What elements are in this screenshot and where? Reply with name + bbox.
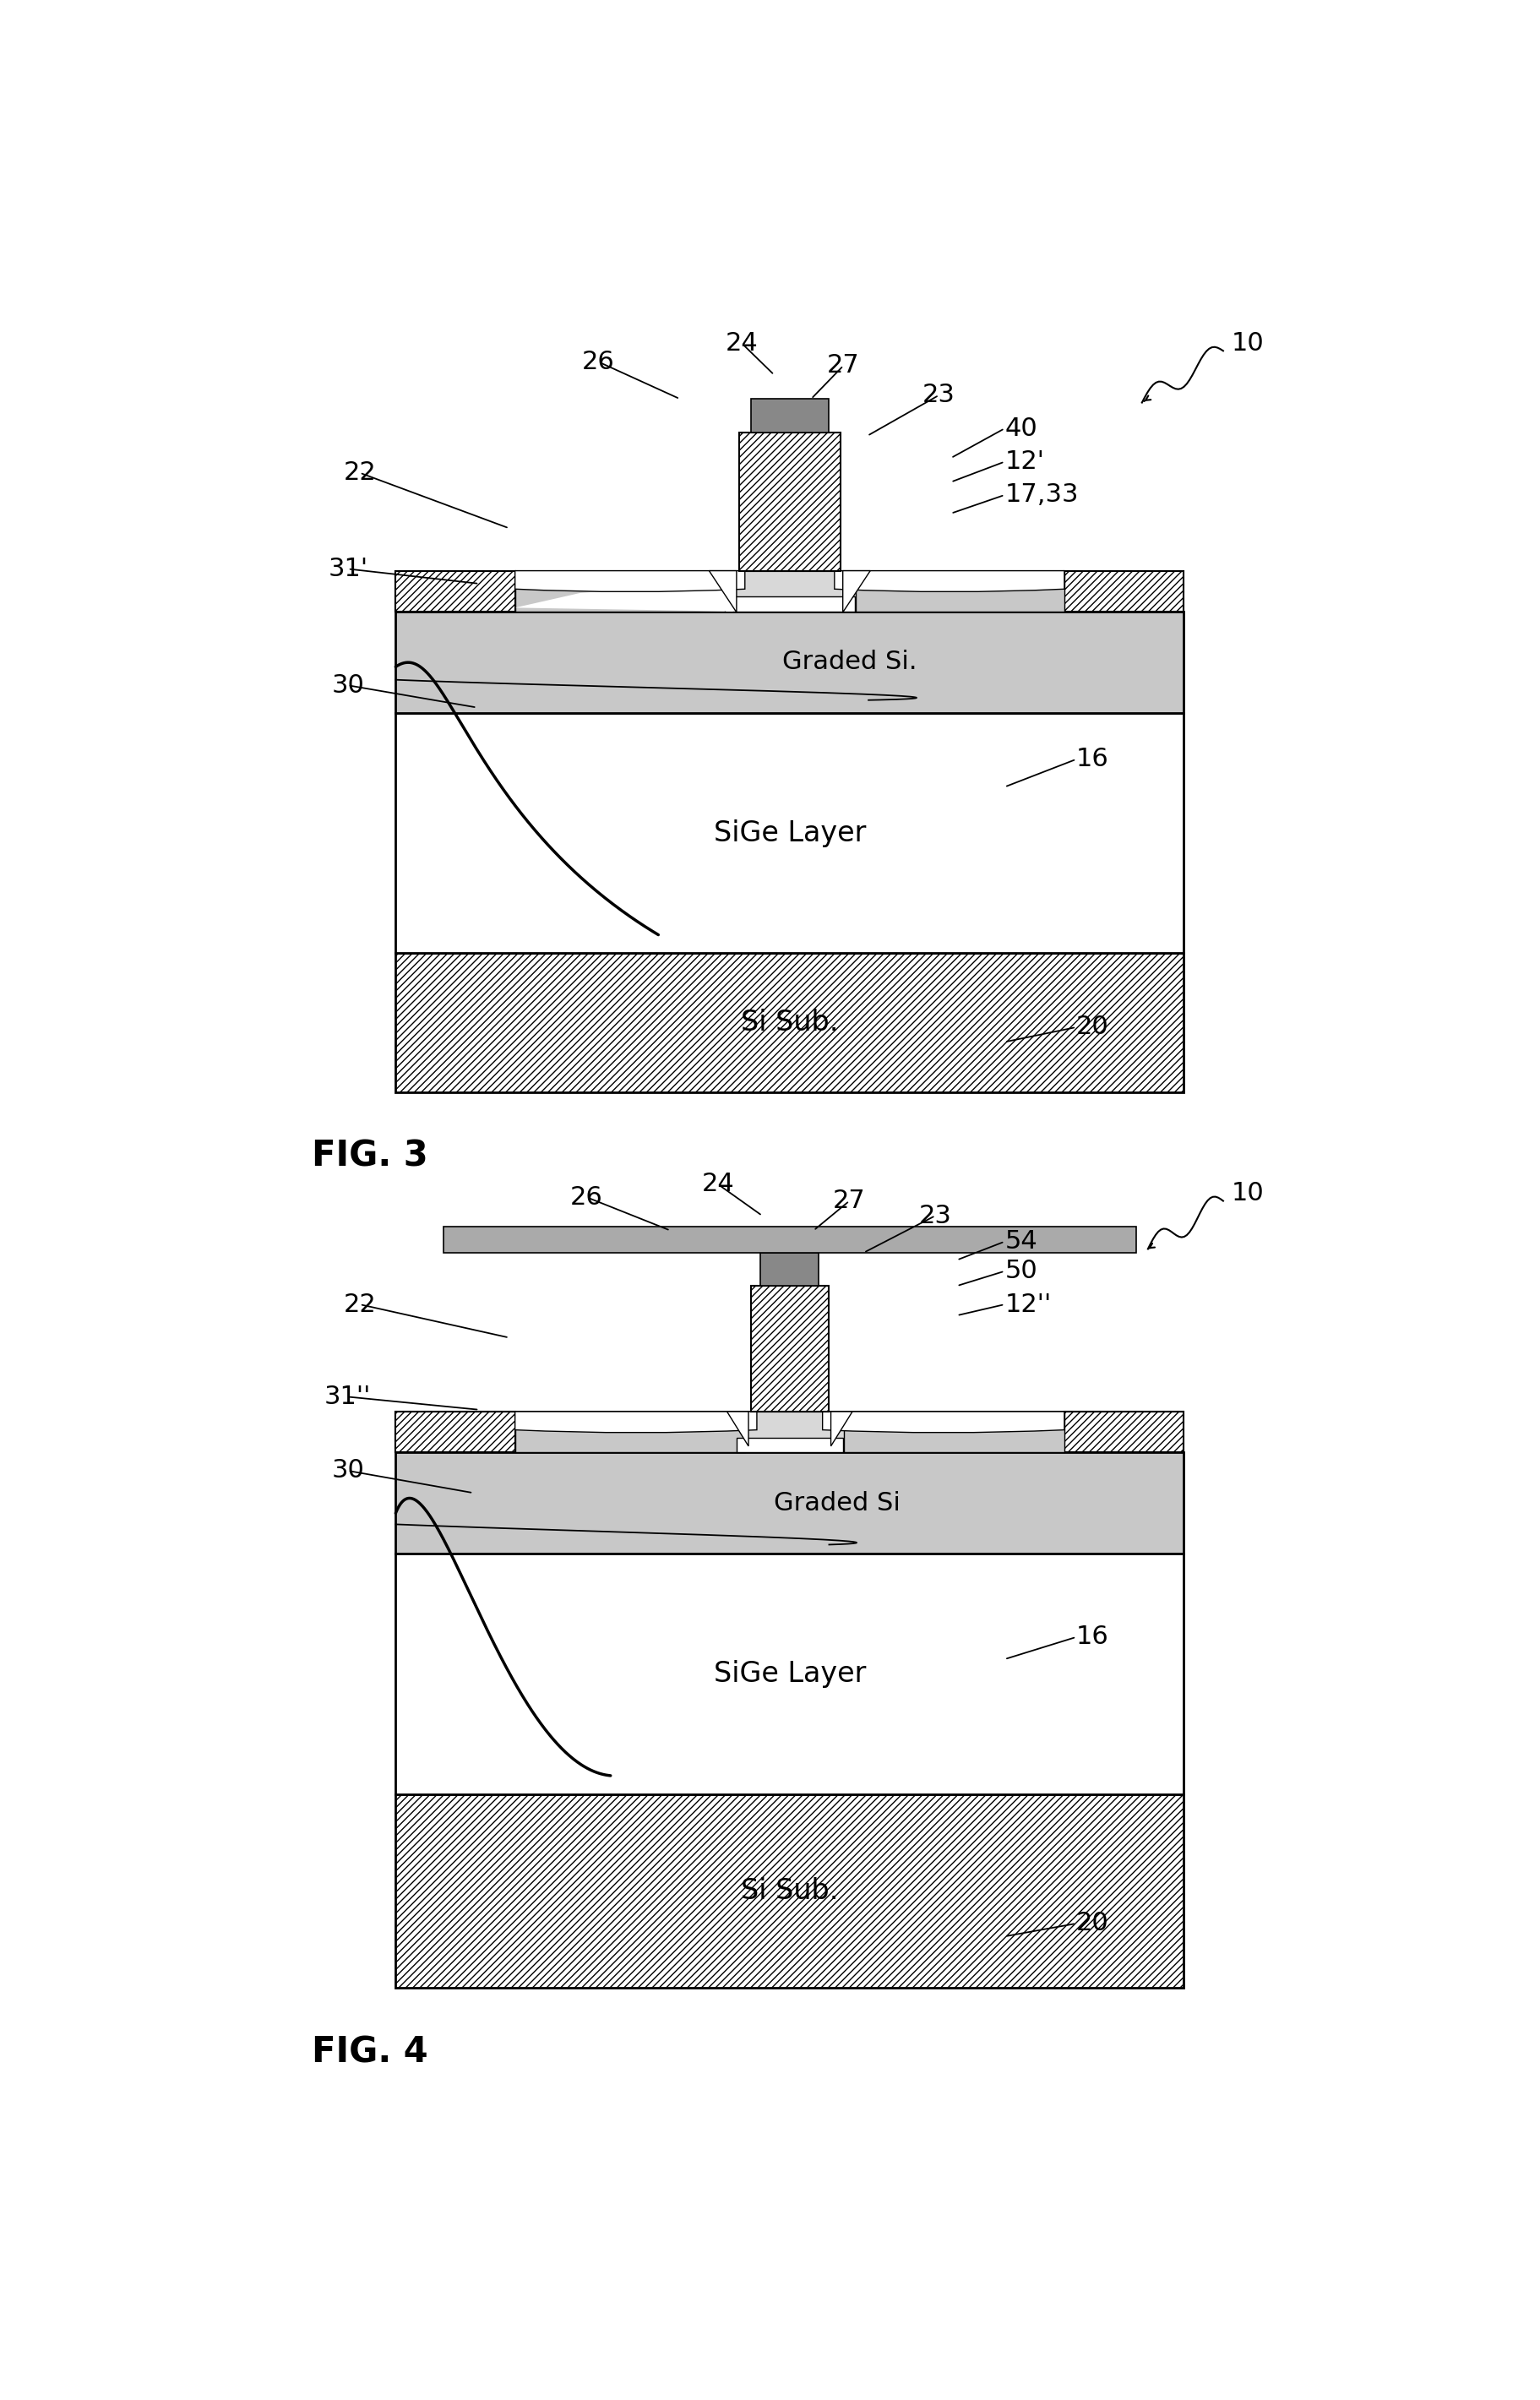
Text: 17,33: 17,33 [1004, 482, 1078, 506]
Text: FIG. 3: FIG. 3 [311, 1138, 428, 1174]
Bar [761, 1253, 818, 1286]
Text: Graded Si: Graded Si [773, 1490, 901, 1514]
Text: 24: 24 [701, 1171, 735, 1198]
Bar [750, 398, 829, 432]
Text: 30: 30 [331, 1459, 363, 1483]
Bar [444, 1226, 1135, 1253]
Text: 40: 40 [1004, 415, 1036, 442]
PathPatch shape [822, 1411, 1064, 1433]
Text: 27: 27 [833, 1188, 865, 1212]
Bar [396, 1553, 1183, 1795]
Text: 31'': 31'' [325, 1385, 371, 1409]
Text: 50: 50 [1004, 1260, 1036, 1284]
Bar [1064, 1411, 1183, 1452]
Text: FIG. 4: FIG. 4 [311, 2035, 428, 2069]
Bar [514, 1411, 744, 1452]
Text: 16: 16 [1075, 746, 1109, 770]
Text: 16: 16 [1075, 1625, 1109, 1649]
Bar [396, 1452, 1183, 1553]
Text: 22: 22 [343, 461, 376, 485]
Text: 26: 26 [582, 350, 614, 374]
Bar [396, 571, 1183, 612]
PathPatch shape [514, 571, 744, 593]
Text: 27: 27 [827, 353, 859, 377]
Text: 12': 12' [1004, 449, 1044, 473]
Bar [396, 953, 1183, 1092]
Bar [739, 432, 839, 571]
Text: 31': 31' [328, 557, 368, 581]
Polygon shape [727, 1411, 748, 1447]
Text: 20: 20 [1075, 1910, 1109, 1937]
Text: 12'': 12'' [1004, 1291, 1050, 1318]
Bar [396, 1795, 1183, 1987]
PathPatch shape [835, 571, 1064, 593]
Text: 10: 10 [1230, 331, 1263, 355]
Text: 23: 23 [918, 1202, 952, 1229]
Text: Si Sub.: Si Sub. [741, 1877, 838, 1906]
Bar [856, 571, 1064, 612]
Text: 20: 20 [1075, 1015, 1109, 1039]
PathPatch shape [514, 1411, 756, 1433]
Bar [750, 1286, 829, 1411]
Bar [396, 1411, 514, 1452]
Text: 23: 23 [922, 384, 955, 408]
Text: Si Sub.: Si Sub. [741, 1008, 838, 1037]
Text: 10: 10 [1230, 1181, 1263, 1205]
Polygon shape [842, 571, 870, 612]
Bar [1064, 571, 1183, 612]
Bar [396, 713, 1183, 953]
Text: SiGe Layer: SiGe Layer [713, 818, 865, 847]
Polygon shape [708, 571, 736, 612]
Text: 24: 24 [725, 331, 758, 355]
Text: Graded Si.: Graded Si. [782, 650, 916, 674]
Bar [396, 612, 1183, 713]
Bar [514, 571, 733, 612]
Bar [396, 1411, 1183, 1452]
Text: 54: 54 [1004, 1229, 1036, 1253]
Text: 22: 22 [343, 1291, 376, 1318]
Polygon shape [514, 581, 733, 612]
Bar [396, 571, 514, 612]
Text: SiGe Layer: SiGe Layer [713, 1661, 865, 1687]
Bar [736, 1438, 842, 1452]
Text: 30: 30 [331, 672, 363, 698]
Text: 26: 26 [570, 1186, 602, 1210]
Bar [844, 1411, 1064, 1452]
Bar [724, 598, 855, 612]
Polygon shape [830, 1411, 852, 1447]
